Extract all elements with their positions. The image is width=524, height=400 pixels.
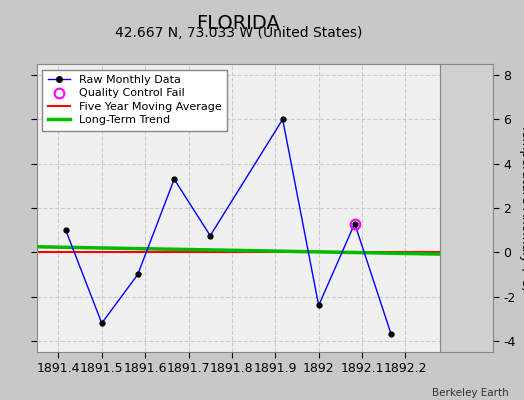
Text: FLORIDA: FLORIDA (196, 14, 280, 33)
Legend: Raw Monthly Data, Quality Control Fail, Five Year Moving Average, Long-Term Tren: Raw Monthly Data, Quality Control Fail, … (42, 70, 227, 131)
Text: Berkeley Earth: Berkeley Earth (432, 388, 508, 398)
Y-axis label: Temperature Anomaly (°C): Temperature Anomaly (°C) (519, 124, 524, 292)
Text: 42.667 N, 73.033 W (United States): 42.667 N, 73.033 W (United States) (115, 26, 362, 40)
